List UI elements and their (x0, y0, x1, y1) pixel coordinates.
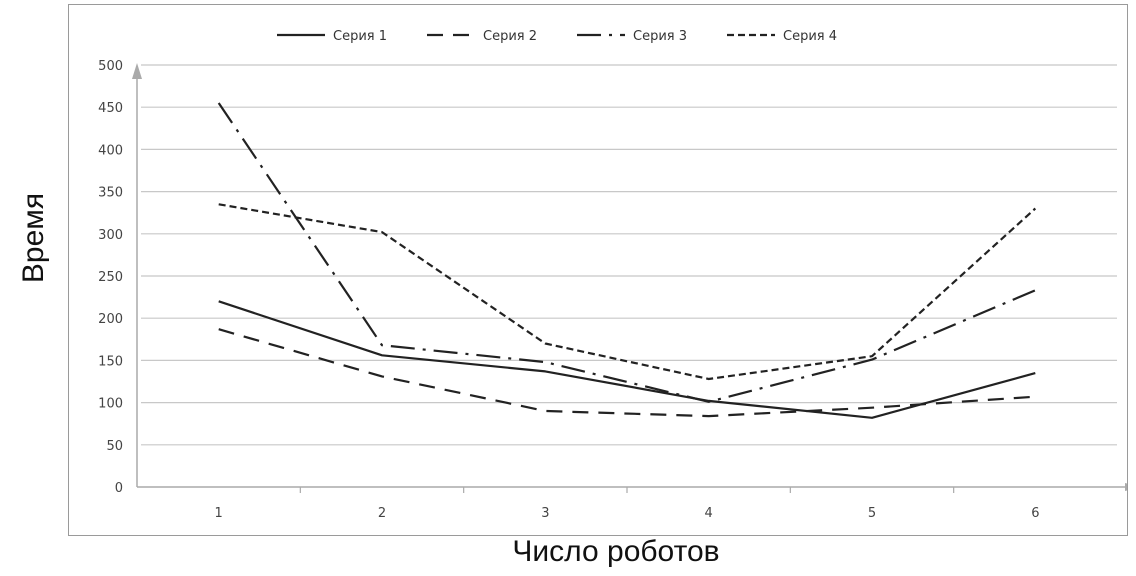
y-tick-label: 400 (98, 143, 123, 158)
y-tick-label: 500 (98, 59, 123, 74)
x-tick-label: 1 (215, 506, 223, 521)
y-axis-arrow-icon (132, 63, 142, 79)
y-tick-label: 150 (98, 354, 123, 369)
legend-label-2: Серия 2 (483, 29, 537, 44)
line-chart: 0 50 100 150 200 250 300 350 400 450 500 1 2 3 4 5 6 Сери… (98, 29, 1127, 521)
y-tick-label: 100 (98, 397, 123, 412)
y-tick-label: 200 (98, 312, 123, 327)
series-line-1 (218, 300, 1036, 419)
x-tick-label: 4 (705, 506, 713, 521)
legend-label-1: Серия 1 (333, 29, 387, 44)
y-tick-label: 300 (98, 228, 123, 243)
series-line-2 (218, 328, 1036, 418)
x-tick-label: 6 (1031, 506, 1039, 521)
series-line-4 (218, 203, 1037, 381)
x-axis-arrow-icon (1125, 483, 1127, 491)
x-axis-title: Число роботов (512, 535, 720, 568)
series-line-3 (217, 102, 1036, 403)
y-tick-label: 350 (98, 186, 123, 201)
x-tick-label: 5 (868, 506, 876, 521)
x-tick-label: 2 (378, 506, 386, 521)
y-tick-label: 0 (115, 481, 123, 496)
y-axis-title: Время (17, 192, 50, 284)
x-tick-label: 3 (541, 506, 549, 521)
legend-label-3: Серия 3 (633, 29, 687, 44)
y-tick-label: 250 (98, 270, 123, 285)
legend-label-4: Серия 4 (783, 29, 837, 44)
y-tick-label: 50 (106, 439, 123, 454)
y-tick-label: 450 (98, 101, 123, 116)
chart-frame: 0 50 100 150 200 250 300 350 400 450 500 1 2 3 4 5 6 Сери… (68, 4, 1128, 536)
